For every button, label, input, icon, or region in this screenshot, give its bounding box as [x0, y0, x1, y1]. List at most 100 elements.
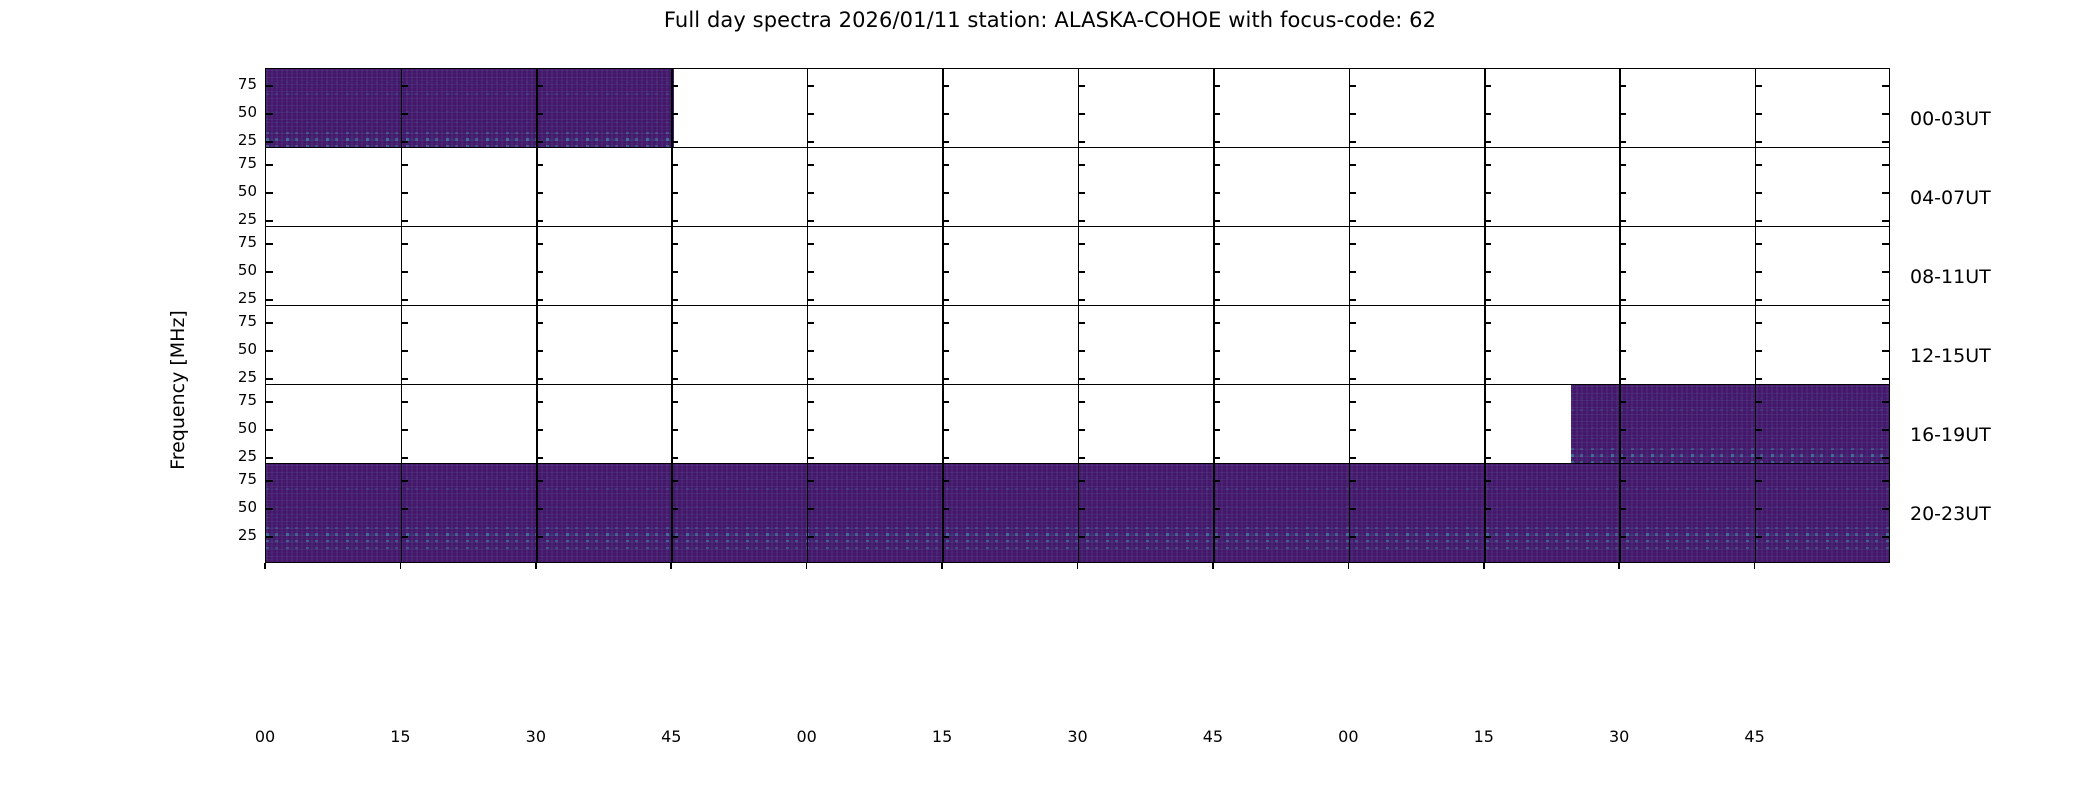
- gridline-vertical: [1348, 385, 1351, 483]
- y-tick-mark: [1077, 113, 1085, 115]
- y-tick-mark: [806, 401, 814, 403]
- x-tick-mark: [941, 563, 943, 569]
- gridline-vertical: [942, 306, 944, 404]
- y-tick-mark: [1077, 457, 1085, 459]
- y-tick-mark: [1213, 141, 1221, 143]
- x-tick-mark: [535, 563, 537, 569]
- y-tick-mark: [266, 378, 273, 380]
- emission-band: [266, 111, 674, 112]
- gridline-vertical: [671, 227, 674, 325]
- y-tick-mark: [1213, 378, 1221, 380]
- y-tick-mark: [942, 536, 950, 538]
- y-tick-mark: [1077, 164, 1085, 166]
- gridline-vertical: [400, 385, 403, 483]
- y-tick-mark: [942, 401, 950, 403]
- gridline-vertical: [1213, 69, 1215, 167]
- y-tick-mark: [266, 141, 273, 143]
- y-tick-label: 75: [237, 75, 257, 93]
- y-tick-mark: [1077, 271, 1085, 273]
- x-tick-label: 45: [1744, 727, 1765, 746]
- y-tick-mark: [1077, 322, 1085, 324]
- y-tick-mark: [671, 378, 679, 380]
- y-tick-mark: [1077, 220, 1085, 222]
- gridline-vertical: [400, 306, 403, 404]
- gridline-vertical: [536, 227, 538, 325]
- y-tick-mark: [1348, 271, 1356, 273]
- panel-label-08-11UT: 08-11UT: [1910, 266, 1991, 288]
- y-tick-label: 25: [237, 210, 257, 228]
- y-tick-mark: [1348, 192, 1356, 194]
- gridline-vertical: [1348, 464, 1351, 562]
- y-tick-mark: [266, 192, 273, 194]
- y-tick-mark: [1483, 220, 1491, 222]
- y-tick-label: 50: [237, 498, 257, 516]
- y-tick-mark: [942, 299, 950, 301]
- emission-band: [266, 122, 674, 123]
- y-tick-mark: [1213, 85, 1221, 87]
- y-tick-mark: [400, 508, 408, 510]
- x-tick-label: 30: [525, 727, 546, 746]
- emission-band: [266, 138, 674, 141]
- y-tick-mark: [1483, 508, 1491, 510]
- y-tick-mark: [1077, 141, 1085, 143]
- y-tick-mark: [1348, 243, 1356, 245]
- gridline-vertical: [1483, 385, 1486, 483]
- y-tick-mark: [400, 350, 408, 352]
- y-tick-mark: [1754, 164, 1762, 166]
- panel-plot-area: [266, 306, 1889, 404]
- emission-band: [266, 527, 1889, 529]
- y-tick-mark: [1619, 508, 1627, 510]
- y-tick-label: 50: [237, 103, 257, 121]
- y-tick-mark: [942, 429, 950, 431]
- y-tick-mark: [1077, 192, 1085, 194]
- gridline-vertical: [1754, 385, 1757, 483]
- y-tick-mark: [1882, 164, 1889, 166]
- y-tick-mark: [1213, 271, 1221, 273]
- y-tick-mark: [1213, 299, 1221, 301]
- y-tick-mark: [1483, 243, 1491, 245]
- y-tick-mark: [1754, 85, 1762, 87]
- y-tick-mark: [400, 429, 408, 431]
- y-tick-mark: [1348, 480, 1356, 482]
- y-tick-mark: [536, 429, 544, 431]
- y-tick-mark: [1882, 401, 1889, 403]
- emission-band: [266, 540, 1889, 542]
- gridline-vertical: [1213, 306, 1215, 404]
- y-tick-label: 25: [237, 289, 257, 307]
- y-tick-mark: [1483, 271, 1491, 273]
- y-tick-mark: [1348, 378, 1356, 380]
- gridline-vertical: [1077, 69, 1080, 167]
- y-tick-mark: [806, 243, 814, 245]
- y-tick-mark: [1619, 429, 1627, 431]
- x-tick-label: 00: [254, 727, 276, 746]
- x-tick-label: 15: [390, 727, 411, 746]
- y-tick-mark: [1483, 164, 1491, 166]
- y-tick-mark: [1213, 220, 1221, 222]
- y-tick-mark: [536, 192, 544, 194]
- x-tick-label: 00: [796, 727, 817, 746]
- y-tick-mark: [1348, 299, 1356, 301]
- y-tick-mark: [671, 220, 679, 222]
- gridline-vertical: [671, 69, 674, 167]
- gridline-vertical: [671, 306, 674, 404]
- gridline-vertical: [1483, 306, 1486, 404]
- gridline-vertical: [1619, 306, 1621, 404]
- y-tick-mark: [1882, 299, 1889, 301]
- gridline-vertical: [806, 148, 809, 246]
- y-tick-mark: [1213, 243, 1221, 245]
- y-tick-mark: [1754, 457, 1762, 459]
- y-tick-mark: [266, 429, 273, 431]
- y-tick-mark: [806, 113, 814, 115]
- gridline-vertical: [1077, 385, 1080, 483]
- x-tick-mark: [1618, 563, 1620, 569]
- y-tick-mark: [1348, 113, 1356, 115]
- y-tick-mark: [536, 350, 544, 352]
- emission-band: [266, 517, 1889, 518]
- gridline-vertical: [671, 464, 674, 562]
- y-tick-label: 25: [237, 368, 257, 386]
- y-tick-mark: [266, 322, 273, 324]
- y-tick-mark: [1882, 141, 1889, 143]
- y-tick-mark: [266, 113, 273, 115]
- panel-20-23UT[interactable]: [265, 463, 1890, 563]
- emission-band: [266, 533, 1889, 536]
